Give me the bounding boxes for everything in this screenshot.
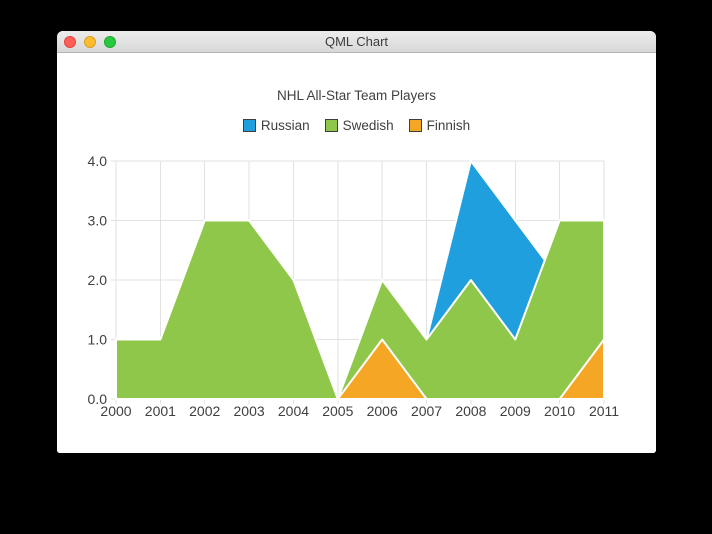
legend: Russian Swedish Finnish (57, 118, 656, 133)
window-title: QML Chart (324, 34, 389, 49)
app-window: QML Chart NHL All-Star Team Players Russ… (57, 31, 656, 453)
chart-title: NHL All-Star Team Players (276, 88, 437, 103)
legend-marker-icon (242, 119, 256, 132)
legend-label: Finnish (426, 118, 471, 133)
legend-item-russian: Russian (242, 118, 310, 133)
legend-label: Swedish (342, 118, 394, 133)
area-series-finnish (115, 338, 605, 400)
legend-item-finnish: Finnish (408, 118, 471, 133)
x-axis-tick-label: 2001 (145, 403, 176, 419)
window-controls (64, 35, 116, 48)
legend-label: Russian (260, 118, 310, 133)
y-axis-tick-label: 3.0 (88, 213, 108, 229)
legend-item-swedish: Swedish (324, 118, 394, 133)
y-axis-tick-label: 1.0 (88, 332, 108, 348)
x-axis-tick-label: 2006 (367, 403, 398, 419)
x-axis-tick-label: 2007 (411, 403, 442, 419)
y-axis-tick-label: 4.0 (88, 153, 108, 169)
x-axis-tick-label: 2008 (455, 403, 486, 419)
x-axis-tick-label: 2010 (544, 403, 575, 419)
legend-marker-icon (324, 119, 338, 132)
x-axis-tick-label: 2000 (100, 403, 131, 419)
plot-area: 0.0 1.0 2.0 3.0 4.0 2000 2001 2002 2003 2004 2005 2… (88, 153, 620, 419)
y-axis-tick-label: 0.0 (88, 391, 108, 407)
x-axis-tick-label: 2002 (189, 403, 220, 419)
y-axis-tick-label: 2.0 (88, 272, 108, 288)
legend-marker-icon (408, 119, 422, 132)
x-axis-tick-label: 2003 (234, 403, 265, 419)
title-bar[interactable]: QML Chart (57, 31, 656, 53)
minimize-button[interactable] (84, 35, 96, 48)
x-axis-tick-label: 2005 (322, 403, 353, 419)
zoom-button[interactable] (104, 35, 116, 48)
close-button[interactable] (64, 35, 76, 48)
chart-view: NHL All-Star Team Players Russian Swedis… (57, 53, 656, 453)
x-axis-tick-label: 2011 (589, 403, 619, 419)
x-axis-tick-label: 2004 (278, 403, 309, 419)
x-axis-tick-label: 2009 (500, 403, 531, 419)
